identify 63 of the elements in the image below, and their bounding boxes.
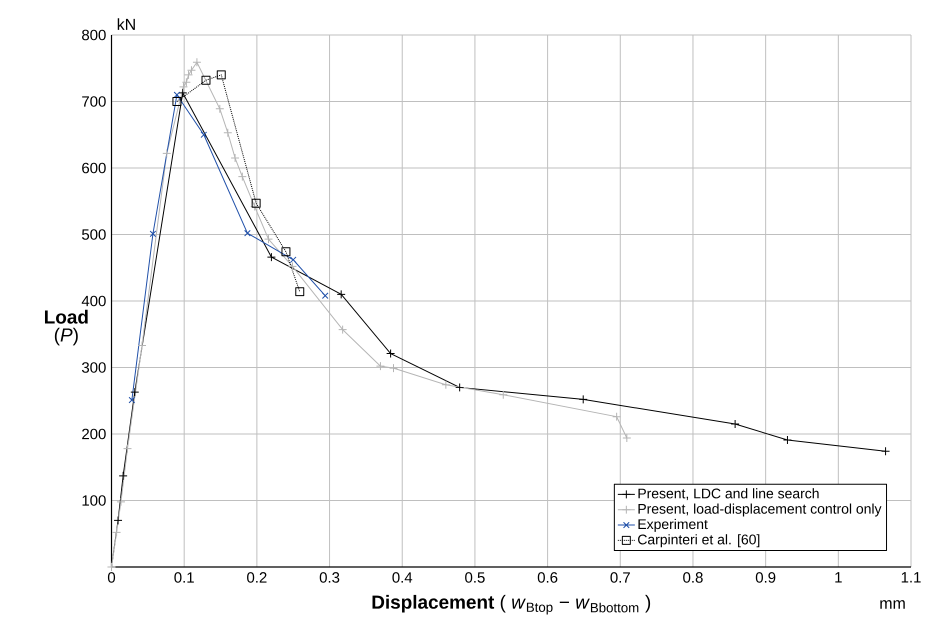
- point: [322, 292, 329, 299]
- point: [244, 230, 251, 236]
- x-axis-title: Displacement ( w$_{Btop}$ − w$_{Bbottom}$ ): [372, 594, 650, 615]
- legend-label: Experiment: [638, 518, 708, 532]
- y-tick-label: 700: [82, 96, 106, 107]
- point: [112, 528, 122, 537]
- x-tick-label: 0.5: [465, 572, 485, 583]
- point: [184, 70, 194, 80]
- point: [192, 58, 202, 67]
- point: [288, 262, 297, 271]
- point: [202, 76, 210, 85]
- x-tick-label: 1: [835, 572, 842, 582]
- point: [150, 230, 156, 238]
- x-tick-label: 0.9: [756, 572, 776, 583]
- y-axis-title: Load (P): [44, 310, 88, 346]
- point: [389, 364, 398, 373]
- x-tick-label: 0.4: [392, 572, 412, 583]
- y-tick-label: 600: [82, 162, 106, 174]
- x-tick-label: 0: [108, 572, 116, 583]
- point: [441, 380, 450, 390]
- point: [498, 390, 508, 400]
- y-tick-label: 300: [82, 362, 106, 373]
- point: [223, 128, 232, 138]
- point: [116, 497, 126, 506]
- point: [186, 66, 196, 75]
- y-tick-label: 800: [82, 30, 106, 40]
- point: [622, 433, 632, 442]
- point: [128, 396, 136, 404]
- point: [290, 256, 297, 264]
- x-tick-label: 0.3: [320, 572, 340, 583]
- y-tick-label: 200: [82, 428, 106, 440]
- point: [250, 202, 260, 212]
- point: [215, 104, 224, 114]
- x-tick-label: 1.1: [902, 572, 921, 582]
- point: [281, 247, 290, 256]
- point: [230, 154, 240, 163]
- y-tick-label: 500: [82, 229, 106, 240]
- x-tick-label: 0.8: [683, 572, 703, 583]
- text: mm: [880, 600, 905, 609]
- point: [264, 234, 273, 244]
- point: [376, 362, 385, 371]
- point: [216, 70, 226, 80]
- x-tick-label: 0.1: [174, 572, 194, 583]
- point: [162, 148, 172, 158]
- point: [612, 412, 622, 422]
- point: [182, 78, 191, 87]
- point: [295, 287, 304, 296]
- text: kN: [118, 18, 135, 30]
- point: [172, 97, 182, 106]
- x-tick-label: 0.7: [610, 572, 630, 583]
- y-tick-label: 400: [82, 296, 106, 306]
- point: [178, 82, 188, 92]
- legend-label: Present, LDC and line search: [638, 488, 819, 500]
- point: [338, 325, 348, 334]
- legend-label: Carpinteri et al. [60]: [638, 534, 760, 548]
- x-tick-label: 0.6: [538, 572, 558, 583]
- point: [123, 444, 132, 454]
- point: [238, 172, 247, 182]
- point: [200, 131, 208, 138]
- legend-label: Present, load-displacement control only: [638, 504, 882, 517]
- x-tick-label: 0.2: [247, 572, 267, 583]
- point: [252, 198, 261, 208]
- y-tick-label: 100: [82, 495, 106, 506]
